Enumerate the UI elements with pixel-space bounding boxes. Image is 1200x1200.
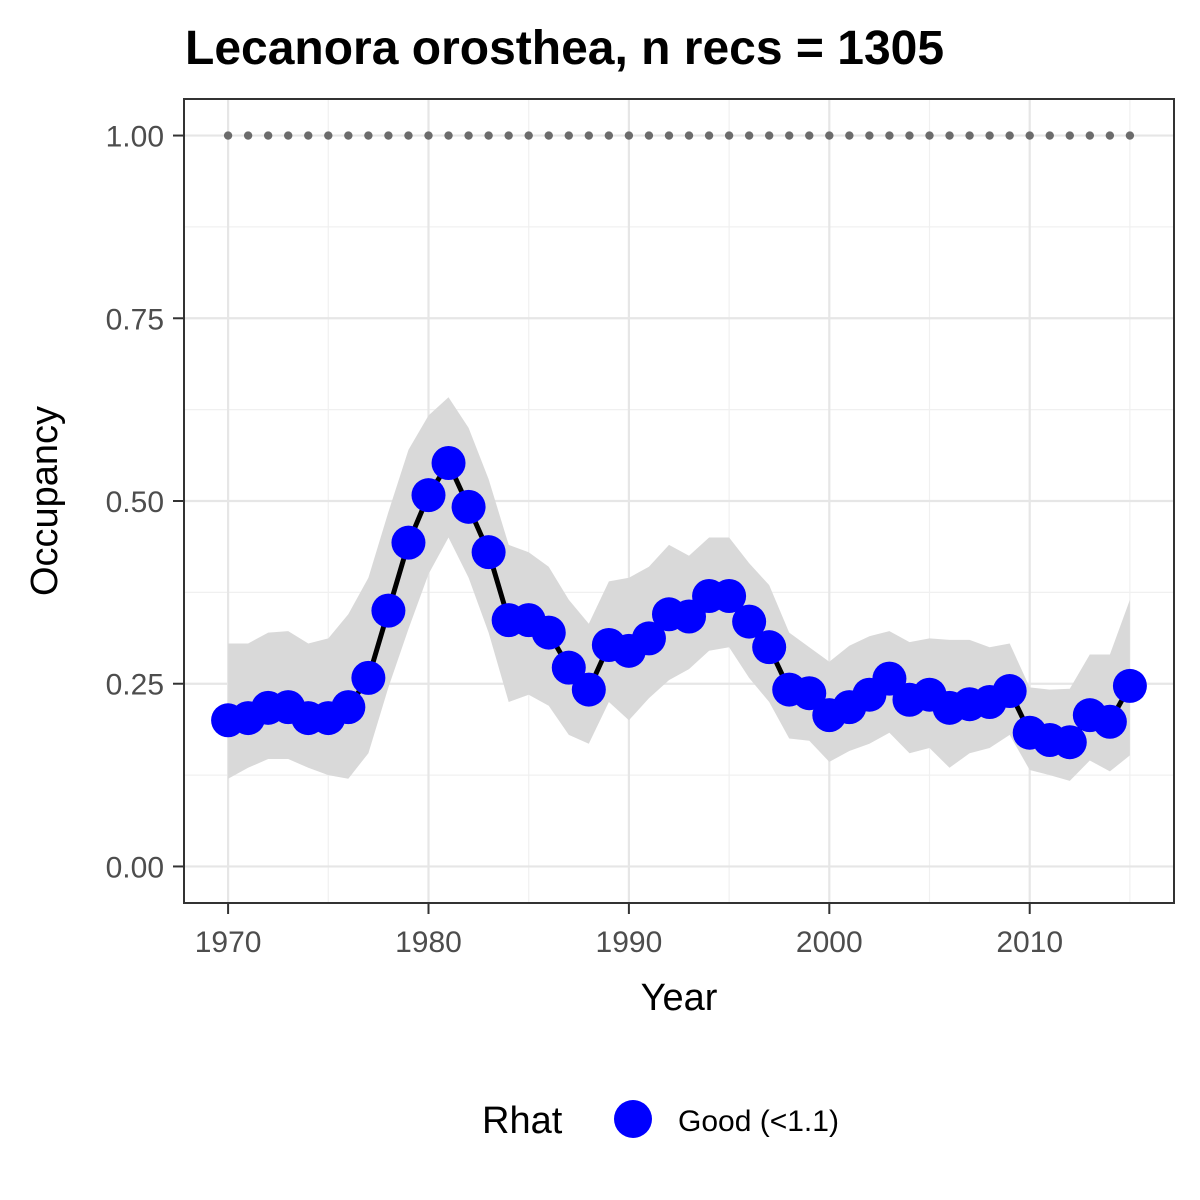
data-point bbox=[331, 690, 366, 725]
plot-grid bbox=[184, 99, 1174, 903]
reference-dot bbox=[364, 131, 373, 140]
reference-dot bbox=[945, 131, 954, 140]
data-point bbox=[1092, 704, 1127, 739]
reference-dot bbox=[785, 131, 794, 140]
data-point bbox=[1052, 725, 1087, 760]
reference-dot bbox=[825, 131, 834, 140]
reference-dot bbox=[845, 131, 854, 140]
reference-dot bbox=[1045, 131, 1054, 140]
x-tick-label: 1990 bbox=[596, 926, 663, 959]
reference-dot bbox=[1125, 131, 1135, 140]
y-tick-label: 0.50 bbox=[106, 486, 164, 519]
data-point bbox=[732, 604, 767, 639]
data-point bbox=[471, 535, 506, 570]
data-point bbox=[431, 445, 466, 480]
reference-dot bbox=[624, 131, 634, 140]
reference-dot bbox=[1085, 131, 1095, 140]
reference-dot bbox=[644, 131, 654, 140]
reference-dot bbox=[424, 131, 433, 140]
reference-dot bbox=[664, 131, 674, 140]
legend-label-good: Good (<1.1) bbox=[678, 1105, 839, 1138]
x-tick-label: 2010 bbox=[996, 926, 1063, 959]
reference-dots bbox=[223, 131, 1135, 140]
reference-dot bbox=[464, 131, 473, 140]
y-axis-title: Occupancy bbox=[24, 406, 66, 596]
data-point bbox=[391, 525, 426, 560]
reference-dot bbox=[865, 131, 874, 140]
reference-dot bbox=[744, 131, 754, 140]
y-tick-label: 0.00 bbox=[106, 851, 164, 884]
x-axis: 1970 1980 1990 2000 2010 bbox=[195, 903, 1063, 959]
data-point bbox=[371, 593, 406, 628]
x-tick-label: 1980 bbox=[395, 926, 462, 959]
x-tick-label: 2000 bbox=[796, 926, 863, 959]
reference-dot bbox=[243, 131, 253, 140]
data-point bbox=[872, 661, 907, 696]
y-tick-label: 0.25 bbox=[106, 669, 164, 702]
x-axis-title: Year bbox=[641, 977, 718, 1019]
reference-dot bbox=[324, 131, 333, 140]
reference-dot bbox=[384, 131, 393, 140]
reference-dot bbox=[1065, 131, 1074, 140]
reference-dot bbox=[344, 131, 353, 140]
data-point bbox=[411, 478, 446, 513]
reference-dot bbox=[985, 131, 994, 140]
reference-dot bbox=[484, 131, 493, 140]
x-tick-label: 1970 bbox=[195, 926, 262, 959]
reference-dot bbox=[965, 131, 974, 140]
data-point bbox=[712, 579, 747, 614]
data-point bbox=[451, 489, 486, 524]
reference-dot bbox=[304, 131, 313, 140]
data-point bbox=[551, 650, 586, 685]
y-tick-label: 0.75 bbox=[106, 303, 164, 336]
occupancy-points bbox=[211, 445, 1147, 760]
data-point bbox=[1112, 668, 1147, 703]
reference-dot bbox=[925, 131, 934, 140]
reference-dot bbox=[684, 131, 694, 140]
legend-title: Rhat bbox=[482, 1100, 563, 1142]
data-point bbox=[752, 630, 787, 665]
reference-dot bbox=[444, 131, 453, 140]
reference-dot bbox=[604, 131, 614, 140]
reference-dot bbox=[1025, 131, 1034, 140]
reference-dot bbox=[905, 131, 914, 140]
reference-dot bbox=[1005, 131, 1014, 140]
reference-dot bbox=[504, 131, 513, 140]
reference-dot bbox=[263, 131, 273, 140]
chart-title: Lecanora orosthea, n recs = 1305 bbox=[185, 22, 944, 75]
reference-dot bbox=[223, 131, 233, 140]
data-point bbox=[631, 621, 666, 656]
reference-dot bbox=[544, 131, 553, 140]
reference-dot bbox=[404, 131, 413, 140]
data-point bbox=[571, 672, 606, 707]
reference-dot bbox=[805, 131, 814, 140]
data-point bbox=[351, 660, 386, 695]
ribbon-area bbox=[228, 397, 1130, 781]
reference-dot bbox=[284, 131, 293, 140]
reference-dot bbox=[524, 131, 533, 140]
y-tick-label: 1.00 bbox=[106, 121, 164, 154]
reference-dot bbox=[764, 131, 774, 140]
reference-dot bbox=[724, 131, 734, 140]
reference-dot bbox=[1105, 131, 1115, 140]
legend: Rhat Good (<1.1) bbox=[482, 1100, 839, 1142]
reference-dot bbox=[564, 131, 573, 140]
data-point bbox=[792, 676, 827, 711]
reference-dot bbox=[584, 131, 594, 140]
reference-dot bbox=[885, 131, 894, 140]
credible-interval-ribbon bbox=[228, 397, 1130, 781]
y-axis: 0.00 0.25 0.50 0.75 1.00 bbox=[106, 121, 184, 884]
data-point bbox=[992, 674, 1027, 709]
legend-key-good bbox=[614, 1100, 652, 1138]
data-point bbox=[531, 615, 566, 650]
reference-dot bbox=[704, 131, 714, 140]
